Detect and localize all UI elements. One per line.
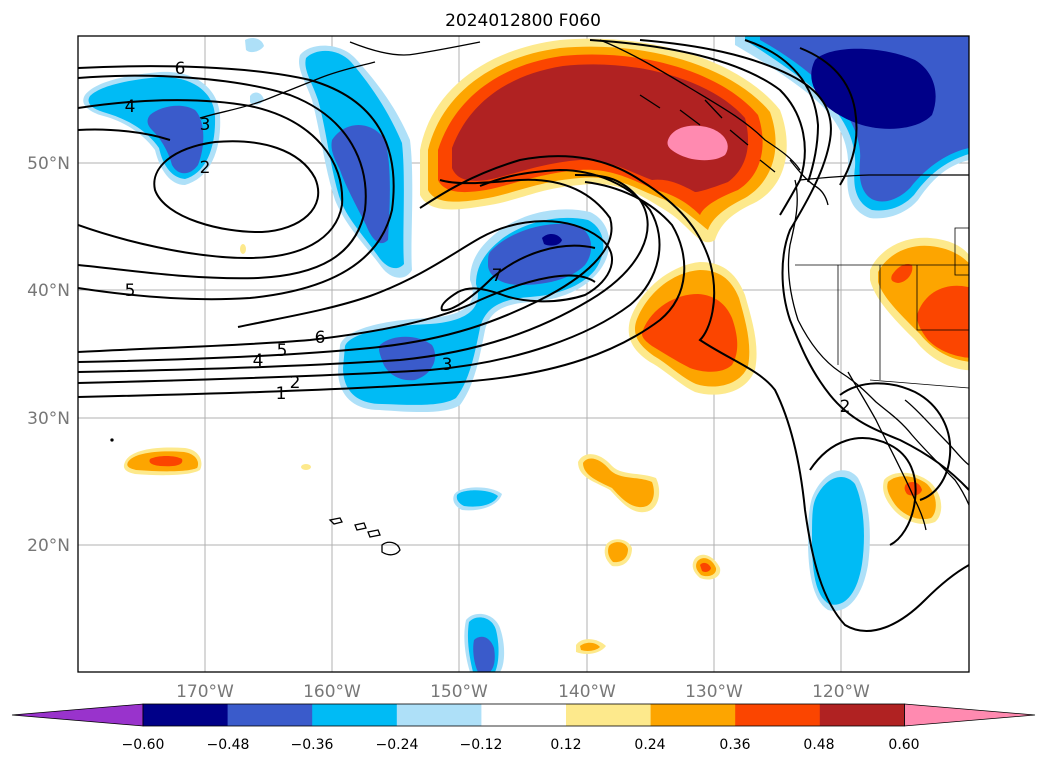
plot-area: 6 4 3 2 5 7 6 5 4 3 2 1 2 [78, 36, 969, 672]
lat-label-50n: 50°N [27, 154, 70, 174]
colorbar-tick-label: 0.48 [803, 737, 834, 753]
contour-label: 6 [315, 328, 326, 348]
height-contours [78, 39, 969, 632]
lon-label-160w: 160°W [303, 682, 361, 702]
colorbar-swatch [566, 704, 652, 726]
map-frame [77, 35, 970, 673]
colorbar-tick-label: 0.60 [888, 737, 919, 753]
lon-label-130w: 130°W [685, 682, 743, 702]
colorbar-tick-label: −0.60 [122, 737, 165, 753]
longitude-labels: 170°W 160°W 150°W 140°W 130°W 120°W [176, 682, 870, 702]
contour-label: 2 [290, 373, 301, 393]
colorbar-tick-label: −0.36 [291, 737, 334, 753]
contour-label: 5 [277, 341, 288, 361]
colorbar-swatch [819, 704, 905, 726]
colorbar-swatch [481, 704, 567, 726]
contour-label: 1 [276, 384, 287, 404]
contour-label: 2 [840, 397, 851, 417]
colorbar-swatches [11, 703, 1036, 727]
contour-label: 3 [442, 355, 453, 375]
colorbar-tick-label: −0.48 [207, 737, 250, 753]
colorbar-swatch [227, 704, 313, 726]
colorbar-swatch [396, 704, 482, 726]
latitude-labels: 50°N 40°N 30°N 20°N [27, 154, 70, 556]
plot-title: 2024012800 F060 [445, 11, 601, 31]
contour-label: 7 [492, 266, 503, 286]
colorbar-swatch [143, 704, 229, 726]
colorbar-extend-low [11, 703, 144, 727]
colorbar-tick-label: −0.24 [376, 737, 419, 753]
colorbar-swatch [735, 704, 821, 726]
contour-label: 2 [200, 158, 211, 178]
colorbar-frame [142, 703, 905, 727]
lat-label-40n: 40°N [27, 281, 70, 301]
positive-anomaly-mid-pacific [628, 262, 757, 395]
colorbar-tick-label: 0.36 [719, 737, 750, 753]
colorbar: −0.60 −0.48 −0.36 −0.24 −0.12 0.12 0.24 … [11, 703, 1036, 753]
lon-label-140w: 140°W [558, 682, 616, 702]
colorbar-tick-labels: −0.60 −0.48 −0.36 −0.24 −0.12 0.12 0.24 … [122, 737, 920, 753]
coastlines [199, 39, 969, 531]
positive-anomaly-patches [123, 244, 942, 654]
contour-label: 4 [125, 97, 136, 117]
colorbar-swatch [312, 704, 398, 726]
lat-label-20n: 20°N [27, 536, 70, 556]
lon-label-150w: 150°W [430, 682, 488, 702]
contour-label: 6 [175, 59, 186, 79]
contour-label: 4 [253, 351, 264, 371]
colorbar-tick-label: 0.24 [634, 737, 665, 753]
contour-label: 5 [125, 281, 136, 301]
positive-anomaly-west-us [870, 237, 969, 371]
lon-label-120w: 120°W [812, 682, 870, 702]
colorbar-tick-label: 0.12 [550, 737, 581, 753]
hawaiian-islands [110, 438, 401, 556]
contour-label: 3 [200, 115, 211, 135]
lat-label-30n: 30°N [27, 409, 70, 429]
colorbar-tick-label: −0.12 [460, 737, 503, 753]
contour-labels: 6 4 3 2 5 7 6 5 4 3 2 1 2 [125, 59, 851, 417]
colorbar-swatch [650, 704, 736, 726]
lon-label-170w: 170°W [176, 682, 234, 702]
colorbar-extend-high [904, 703, 1036, 727]
